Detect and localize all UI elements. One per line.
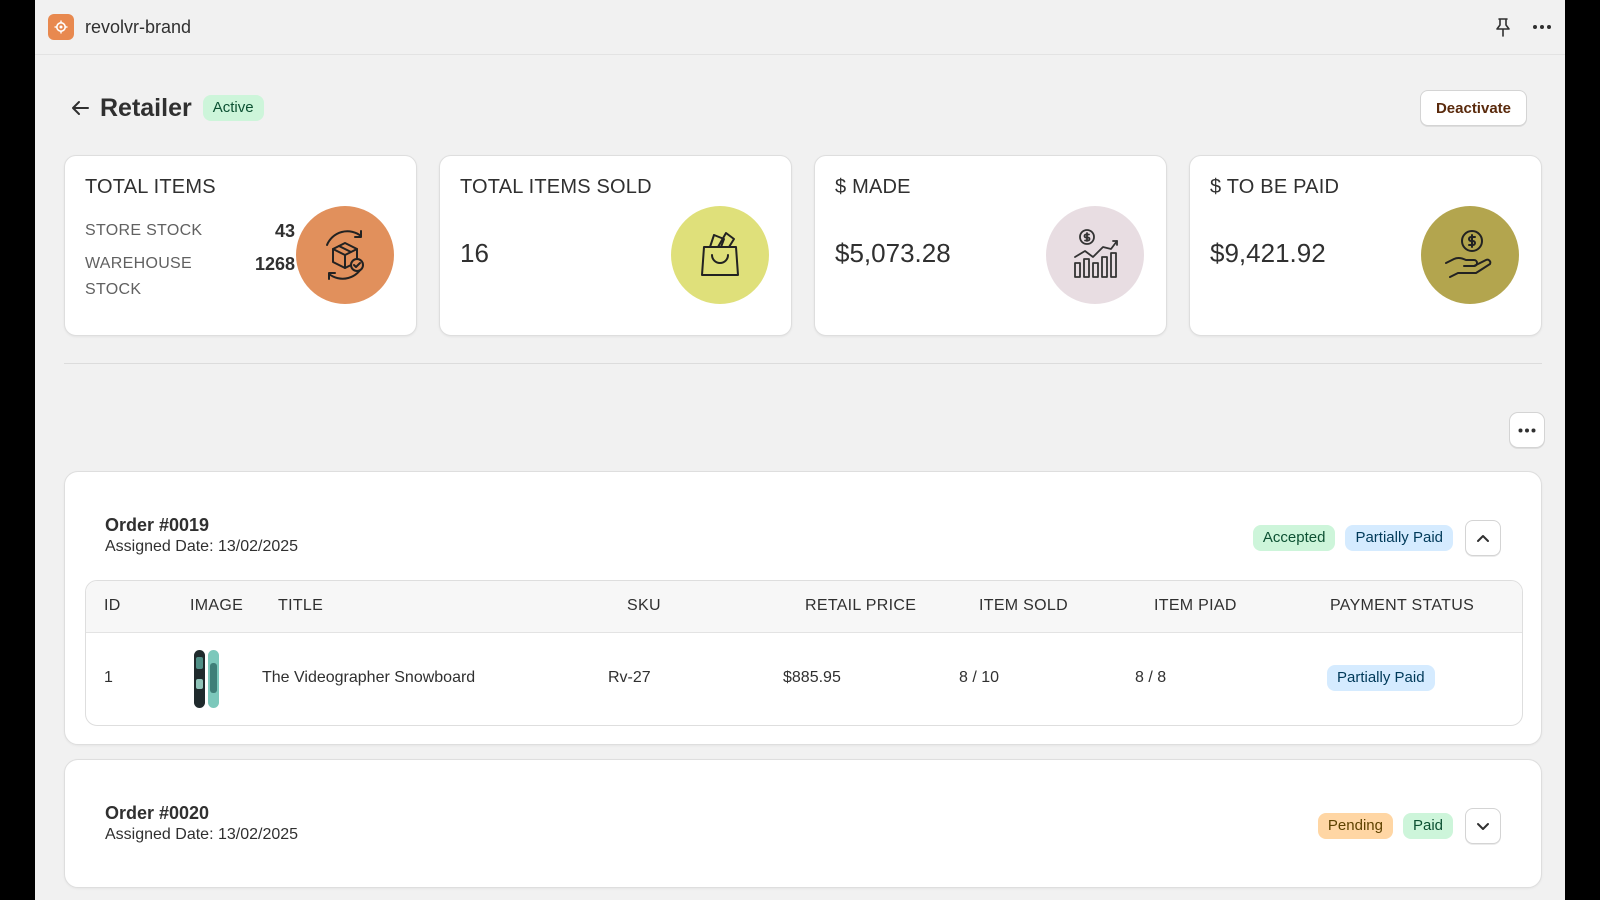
snowboard-thumbnail <box>194 650 219 708</box>
revenue-chart-icon <box>1046 206 1144 304</box>
cell-id: 1 <box>104 669 113 686</box>
stat-value: $5,073.28 <box>835 238 951 268</box>
stat-label: $ TO BE PAID <box>1210 176 1340 198</box>
order-payment-badge: Partially Paid <box>1345 525 1453 551</box>
chevron-down-icon <box>1477 822 1489 830</box>
stat-card-made: $ MADE $5,073.28 <box>814 155 1167 336</box>
warehouse-stock-label: WAREHOUSE STOCK <box>85 255 193 298</box>
package-cycle-icon <box>296 206 394 304</box>
chevron-up-icon <box>1477 534 1489 542</box>
status-badge: Active <box>202 95 264 121</box>
column-header: IMAGE <box>190 597 244 614</box>
stat-label: TOTAL ITEMS <box>85 176 216 198</box>
column-header: PAYMENT STATUS <box>1330 597 1475 614</box>
page-title: Retailer <box>100 93 192 122</box>
stat-label: $ MADE <box>835 176 911 198</box>
more-horizontal-icon[interactable] <box>1532 24 1552 30</box>
column-header: SKU <box>627 597 661 614</box>
expand-button[interactable] <box>1465 808 1501 844</box>
store-stock-value: 43 <box>274 221 295 241</box>
page-header: Retailer Active Deactivate <box>64 88 1527 128</box>
deactivate-button[interactable]: Deactivate <box>1419 90 1527 126</box>
column-header: ITEM PIAD <box>1154 597 1237 614</box>
app-logo-icon <box>48 14 74 40</box>
app-window: revolvr-brand Retailer Active Deactivate… <box>35 0 1565 900</box>
app-name: revolvr-brand <box>85 16 192 37</box>
order-payment-badge: Paid <box>1402 813 1453 839</box>
stat-label: TOTAL ITEMS SOLD <box>460 176 652 198</box>
pin-icon[interactable] <box>1494 17 1512 37</box>
stat-value: $9,421.92 <box>1210 238 1326 268</box>
cell-sku: Rv-27 <box>608 669 651 686</box>
top-bar: revolvr-brand <box>35 0 1565 55</box>
column-header: RETAIL PRICE <box>805 597 917 614</box>
warehouse-stock-value: 1268 <box>254 254 295 274</box>
cell-title: The Videographer Snowboard <box>262 669 476 686</box>
stats-row: TOTAL ITEMS STORE STOCK 43 WAREHOUSE STO… <box>64 155 1542 336</box>
table-header: ID IMAGE TITLE SKU RETAIL PRICE ITEM SOL… <box>86 581 1522 633</box>
stat-card-items-sold: TOTAL ITEMS SOLD 16 <box>439 155 792 336</box>
order-items-table: ID IMAGE TITLE SKU RETAIL PRICE ITEM SOL… <box>85 580 1523 726</box>
order-title: Order #0019 <box>105 515 210 535</box>
more-horizontal-icon <box>1518 428 1536 432</box>
order-assigned-date: Assigned Date: 13/02/2025 <box>105 826 299 843</box>
order-assigned-date: Assigned Date: 13/02/2025 <box>105 538 299 555</box>
section-divider <box>64 363 1542 364</box>
column-header: TITLE <box>278 597 324 614</box>
more-actions-button[interactable] <box>1509 412 1545 448</box>
store-stock-label: STORE STOCK <box>85 222 203 239</box>
table-row[interactable]: 1 The Videographer Snowboard Rv-27 $885.… <box>86 633 1522 725</box>
stat-card-total-items: TOTAL ITEMS STORE STOCK 43 WAREHOUSE STO… <box>64 155 417 336</box>
stat-card-to-be-paid: $ TO BE PAID $9,421.92 <box>1189 155 1542 336</box>
collapse-button[interactable] <box>1465 520 1501 556</box>
order-status-badge: Pending <box>1317 813 1393 839</box>
cell-item-paid: 8 / 8 <box>1135 669 1167 686</box>
back-arrow-icon[interactable] <box>64 92 96 124</box>
cell-item-sold: 8 / 10 <box>959 669 1000 686</box>
order-title: Order #0020 <box>105 803 210 823</box>
order-card: Order #0019 Assigned Date: 13/02/2025 Ac… <box>64 471 1542 745</box>
cell-payment-status: Partially Paid <box>1327 665 1435 691</box>
order-card: Order #0020 Assigned Date: 13/02/2025 Pe… <box>64 759 1542 888</box>
payment-hand-icon <box>1421 206 1519 304</box>
column-header: ID <box>104 597 121 614</box>
stat-value: 16 <box>460 238 489 268</box>
order-status-badge: Accepted <box>1252 525 1336 551</box>
cell-retail-price: $885.95 <box>783 669 841 686</box>
shopping-bag-icon <box>671 206 769 304</box>
column-header: ITEM SOLD <box>979 597 1068 614</box>
